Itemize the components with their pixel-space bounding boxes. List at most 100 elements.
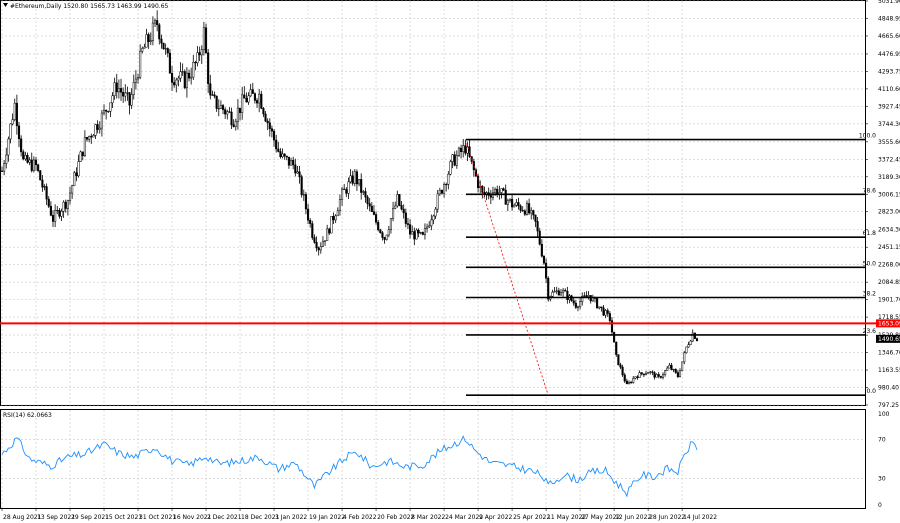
candle-body bbox=[336, 210, 339, 217]
candle-body bbox=[45, 186, 48, 200]
candle-body bbox=[328, 228, 331, 234]
candle-body bbox=[358, 179, 361, 185]
chart-title: #Ethereum,Daily 1520.80 1565.73 1463.99 … bbox=[10, 3, 169, 10]
date-tick-label: 4 Feb 2022 bbox=[343, 514, 377, 521]
date-tick-label: 31 Oct 2021 bbox=[139, 514, 176, 521]
candle-body bbox=[642, 373, 645, 376]
candle-body bbox=[519, 205, 522, 211]
candle-body bbox=[145, 34, 148, 48]
price-tick-label: 3189.30 bbox=[878, 174, 900, 181]
candle-body bbox=[370, 205, 373, 212]
candle-body bbox=[66, 200, 69, 209]
price-tick-label: 5031.90 bbox=[878, 0, 900, 5]
candle-body bbox=[96, 124, 99, 130]
candle-body bbox=[324, 240, 327, 242]
candle-body bbox=[202, 27, 205, 50]
price-tick-label: 4110.60 bbox=[878, 86, 900, 93]
candle-body bbox=[37, 164, 40, 171]
candle-body bbox=[307, 208, 310, 221]
candle-body bbox=[64, 201, 67, 209]
collapse-arrow-icon[interactable] bbox=[3, 3, 8, 7]
date-tick-label: 18 Dec 2021 bbox=[241, 514, 280, 521]
candle-body bbox=[685, 346, 688, 354]
date-tick-label: 14 Jul 2022 bbox=[683, 514, 717, 521]
price-tick-label: 797.25 bbox=[878, 402, 899, 409]
candle-body bbox=[672, 369, 675, 371]
candle-body bbox=[653, 372, 656, 378]
candle-body bbox=[553, 291, 556, 293]
candle-body bbox=[236, 107, 239, 122]
candle-body bbox=[474, 169, 478, 177]
candle-body bbox=[302, 194, 305, 196]
price-tick-label: 2634.30 bbox=[878, 227, 900, 234]
candle-body bbox=[232, 124, 235, 127]
candle-body bbox=[379, 229, 382, 233]
candle-body bbox=[678, 370, 682, 377]
candle-body bbox=[122, 91, 125, 97]
price-tick-label: 3744.30 bbox=[878, 121, 900, 128]
candle-body bbox=[73, 172, 76, 186]
candle-body bbox=[683, 352, 686, 363]
candle-body bbox=[221, 105, 225, 110]
candle-body bbox=[585, 295, 588, 297]
candle-body bbox=[111, 95, 114, 104]
candle-body bbox=[317, 247, 320, 251]
candle-body bbox=[398, 194, 401, 206]
candle-body bbox=[508, 198, 512, 201]
candle-body bbox=[32, 159, 35, 171]
candle-body bbox=[394, 205, 397, 209]
candle-body bbox=[587, 295, 590, 297]
price-axis: 5031.90 4848.95 4665.60 4476.95 4293.75 4110.… bbox=[865, 0, 900, 409]
candle-body bbox=[368, 203, 371, 207]
candle-body bbox=[559, 292, 563, 296]
candle-body bbox=[128, 92, 131, 106]
candle-body bbox=[530, 210, 533, 214]
candle-body bbox=[545, 262, 548, 279]
candle-body bbox=[49, 205, 52, 216]
date-tick-label: 28 Jun 2022 bbox=[649, 514, 685, 521]
candle-body bbox=[251, 89, 254, 94]
candle-body bbox=[400, 205, 403, 210]
candle-body bbox=[389, 218, 392, 230]
candle-body bbox=[113, 82, 116, 96]
candle-body bbox=[689, 340, 692, 345]
candle-body bbox=[347, 181, 350, 194]
candle-body bbox=[330, 216, 333, 234]
fib-level-label: 61.8 bbox=[863, 230, 877, 237]
candle-body bbox=[536, 221, 539, 232]
candle-body bbox=[234, 121, 237, 127]
candle-body bbox=[204, 27, 208, 54]
candle-body bbox=[670, 364, 673, 370]
date-tick-label: 15 Oct 2021 bbox=[105, 514, 142, 521]
date-tick-label: 28 Aug 2021 bbox=[3, 514, 42, 521]
candle-body bbox=[547, 277, 550, 300]
candle-body bbox=[175, 79, 178, 86]
candle-body bbox=[494, 188, 497, 193]
candle-body bbox=[228, 111, 231, 113]
candle-body bbox=[432, 215, 435, 221]
candle-body bbox=[523, 210, 526, 215]
candle-body bbox=[132, 82, 135, 95]
candle-body bbox=[638, 372, 641, 378]
candle-body bbox=[319, 246, 322, 251]
candle-body bbox=[630, 381, 633, 384]
candle-body bbox=[666, 367, 669, 371]
candle-body bbox=[238, 107, 242, 113]
candle-body bbox=[68, 192, 72, 201]
price-tick-label: 3927.45 bbox=[878, 103, 900, 110]
candle-body bbox=[695, 338, 699, 342]
candle-body bbox=[209, 83, 212, 96]
candle-body bbox=[241, 94, 244, 113]
candle-body bbox=[41, 179, 44, 188]
candle-body bbox=[613, 331, 616, 343]
candle-body bbox=[460, 147, 463, 153]
candle-body bbox=[604, 310, 607, 316]
date-tick-label: 11 May 2022 bbox=[547, 514, 586, 521]
candle-body bbox=[659, 376, 662, 378]
candle-body bbox=[187, 72, 191, 79]
price-tick-label: 1163.55 bbox=[878, 367, 900, 374]
main-plot-frame bbox=[0, 0, 866, 406]
candle-body bbox=[313, 237, 316, 243]
candle-body bbox=[315, 242, 318, 249]
candle-body bbox=[411, 231, 414, 235]
